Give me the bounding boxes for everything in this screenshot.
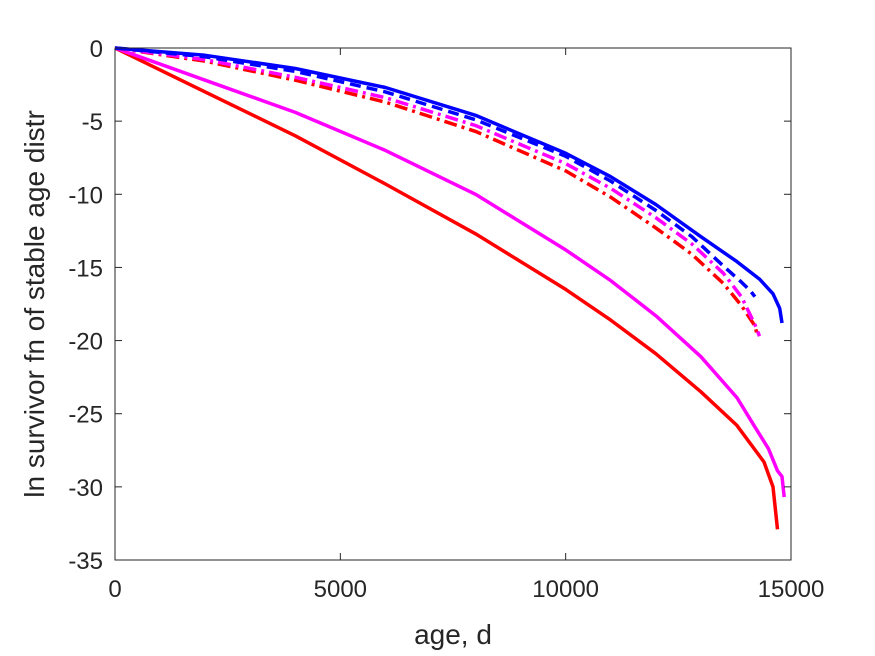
x-axis-ticks: 0 5000 10000 15000: [108, 48, 824, 603]
y-tick-label: -30: [68, 475, 103, 502]
y-tick-label: -35: [68, 548, 103, 575]
series-line-1: [114, 46, 780, 530]
y-tick-label: 0: [90, 36, 103, 63]
series-line-2: [114, 46, 786, 498]
series-layer: [114, 46, 786, 530]
y-tick-label: -20: [68, 329, 103, 356]
x-tick-label: 10000: [532, 576, 599, 603]
series-line-6: [114, 46, 784, 324]
y-tick-label: -10: [68, 182, 103, 209]
y-tick-label: -15: [68, 255, 103, 282]
series-line-5: [114, 46, 757, 298]
plot-background: [115, 48, 791, 560]
x-tick-label: 5000: [314, 576, 367, 603]
series-line-4: [114, 46, 762, 337]
series-line-3: [114, 46, 759, 336]
y-tick-label: -25: [68, 402, 103, 429]
y-tick-label: -5: [82, 109, 103, 136]
x-tick-label: 15000: [758, 576, 825, 603]
plot-frame: [114, 47, 792, 561]
x-axis-label: age, d: [414, 619, 492, 650]
x-tick-label: 0: [108, 576, 121, 603]
y-axis-ticks: 0 -5 -10 -15 -20 -25 -30 -35: [68, 36, 791, 575]
y-axis-label: ln survivor fn of stable age distr: [19, 110, 50, 498]
